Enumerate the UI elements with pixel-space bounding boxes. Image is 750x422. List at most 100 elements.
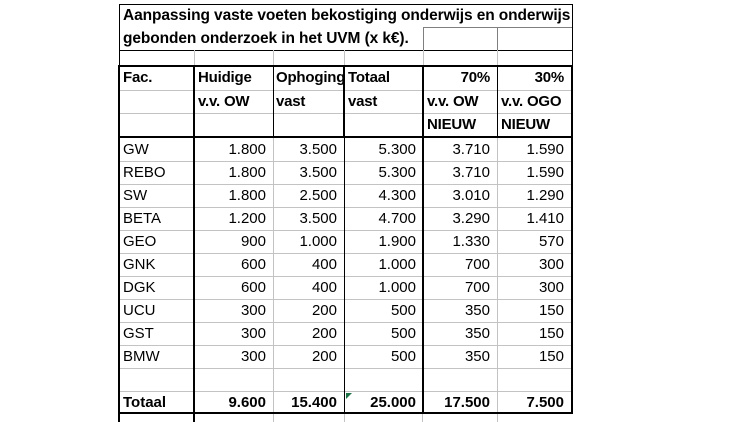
value-cell[interactable]: 5.300 (378, 141, 416, 158)
value-cell[interactable]: 2.500 (299, 187, 337, 204)
value-cell[interactable]: 1.410 (526, 210, 564, 227)
total-label[interactable]: Totaal (123, 394, 167, 411)
grid-line (119, 184, 571, 185)
value-cell[interactable]: 3.500 (299, 164, 337, 181)
total-cell[interactable]: 25.000 (370, 394, 416, 411)
value-cell[interactable]: 150 (538, 348, 564, 365)
title-line1[interactable]: Aanpassing vaste voeten bekostiging onde… (123, 7, 571, 24)
table-row[interactable]: UCU 300 200 500 350 150 (119, 299, 571, 322)
total-cell[interactable]: 15.400 (291, 394, 337, 411)
value-cell[interactable]: 1.800 (228, 187, 266, 204)
table-row[interactable]: SW 1.800 2.500 4.300 3.010 1.290 (119, 184, 571, 207)
cell-error-triangle-icon (346, 393, 352, 399)
value-cell[interactable]: 3.290 (452, 210, 490, 227)
header-30pct-sub[interactable]: v.v. OGO (501, 93, 562, 110)
value-cell[interactable]: 600 (240, 279, 266, 296)
value-cell[interactable]: 1.800 (228, 164, 266, 181)
total-row[interactable]: Totaal 9.600 15.400 25.000 17.500 7.500 (119, 391, 571, 414)
table-row[interactable]: DGK 600 400 1.000 700 300 (119, 276, 571, 299)
value-cell[interactable]: 1.000 (378, 279, 416, 296)
value-cell[interactable]: 1.330 (452, 233, 490, 250)
value-cell[interactable]: 300 (538, 279, 564, 296)
table-row[interactable]: GW 1.800 3.500 5.300 3.710 1.590 (119, 138, 571, 161)
value-cell[interactable]: 1.590 (526, 164, 564, 181)
value-cell[interactable]: 570 (538, 233, 564, 250)
header-30pct[interactable]: 30% (534, 69, 565, 86)
header-totaal[interactable]: Totaal (348, 69, 390, 86)
value-cell[interactable]: 5.300 (378, 164, 416, 181)
header-30pct-nieuw[interactable]: NIEUW (501, 116, 550, 133)
value-cell[interactable]: 200 (311, 325, 337, 342)
table-border (118, 136, 573, 138)
header-fac[interactable]: Fac. (123, 69, 153, 86)
value-cell[interactable]: 1.590 (526, 141, 564, 158)
value-cell[interactable]: 3.010 (452, 187, 490, 204)
title-line2[interactable]: gebonden onderzoek in het UVM (x k€). (123, 30, 409, 47)
fac-cell[interactable]: SW (123, 187, 148, 204)
value-cell[interactable]: 1.000 (378, 256, 416, 273)
value-cell[interactable]: 3.710 (452, 141, 490, 158)
value-cell[interactable]: 4.300 (378, 187, 416, 204)
value-cell[interactable]: 350 (464, 348, 490, 365)
total-cell[interactable]: 7.500 (526, 394, 564, 411)
fac-cell[interactable]: GW (123, 141, 149, 158)
value-cell[interactable]: 3.500 (299, 141, 337, 158)
value-cell[interactable]: 3.500 (299, 210, 337, 227)
value-cell[interactable]: 1.800 (228, 141, 266, 158)
fac-cell[interactable]: BMW (123, 348, 160, 365)
header-totaal-sub[interactable]: vast (348, 93, 378, 110)
value-cell[interactable]: 1.290 (526, 187, 564, 204)
grid-line (119, 50, 573, 51)
fac-cell[interactable]: DGK (123, 279, 156, 296)
value-cell[interactable]: 400 (311, 279, 337, 296)
header-ophoging-sub[interactable]: vast (276, 93, 306, 110)
fac-cell[interactable]: GNK (123, 256, 156, 273)
value-cell[interactable]: 200 (311, 302, 337, 319)
value-cell[interactable]: 350 (464, 325, 490, 342)
value-cell[interactable]: 3.710 (452, 164, 490, 181)
value-cell[interactable]: 150 (538, 302, 564, 319)
header-70pct[interactable]: 70% (460, 69, 491, 86)
value-cell[interactable]: 1.000 (299, 233, 337, 250)
value-cell[interactable]: 4.700 (378, 210, 416, 227)
value-cell[interactable]: 700 (464, 256, 490, 273)
header-ophoging[interactable]: Ophoging (276, 69, 346, 86)
value-cell[interactable]: 350 (464, 302, 490, 319)
fac-cell[interactable]: GEO (123, 233, 157, 250)
table-row[interactable]: GEO 900 1.000 1.900 1.330 570 (119, 230, 571, 253)
table-row[interactable]: BETA 1.200 3.500 4.700 3.290 1.410 (119, 207, 571, 230)
fac-cell[interactable]: GST (123, 325, 154, 342)
value-cell[interactable]: 400 (311, 256, 337, 273)
fac-cell[interactable]: BETA (123, 210, 162, 227)
empty-row[interactable] (119, 368, 571, 391)
grid-line (422, 413, 423, 422)
value-cell[interactable]: 500 (390, 325, 416, 342)
header-huidige-sub[interactable]: v.v. OW (198, 93, 250, 110)
value-cell[interactable]: 700 (464, 279, 490, 296)
fac-cell[interactable]: REBO (123, 164, 166, 181)
table-row[interactable]: GNK 600 400 1.000 700 300 (119, 253, 571, 276)
header-70pct-sub[interactable]: v.v. OW (427, 93, 479, 110)
grid-line (119, 322, 571, 323)
total-cell[interactable]: 9.600 (228, 394, 266, 411)
header-70pct-nieuw[interactable]: NIEUW (427, 116, 476, 133)
value-cell[interactable]: 1.200 (228, 210, 266, 227)
value-cell[interactable]: 150 (538, 325, 564, 342)
fac-cell[interactable]: UCU (123, 302, 156, 319)
table-row[interactable]: GST 300 200 500 350 150 (119, 322, 571, 345)
value-cell[interactable]: 500 (390, 348, 416, 365)
value-cell[interactable]: 500 (390, 302, 416, 319)
value-cell[interactable]: 300 (240, 325, 266, 342)
total-cell[interactable]: 17.500 (444, 394, 490, 411)
value-cell[interactable]: 900 (240, 233, 266, 250)
partial-row-label[interactable]: UCR (123, 416, 156, 422)
table-row[interactable]: REBO 1.800 3.500 5.300 3.710 1.590 (119, 161, 571, 184)
table-row[interactable]: BMW 300 200 500 350 150 (119, 345, 571, 368)
value-cell[interactable]: 300 (240, 348, 266, 365)
value-cell[interactable]: 1.900 (378, 233, 416, 250)
value-cell[interactable]: 600 (240, 256, 266, 273)
value-cell[interactable]: 300 (538, 256, 564, 273)
header-huidige[interactable]: Huidige (198, 69, 252, 86)
value-cell[interactable]: 300 (240, 302, 266, 319)
value-cell[interactable]: 200 (311, 348, 337, 365)
